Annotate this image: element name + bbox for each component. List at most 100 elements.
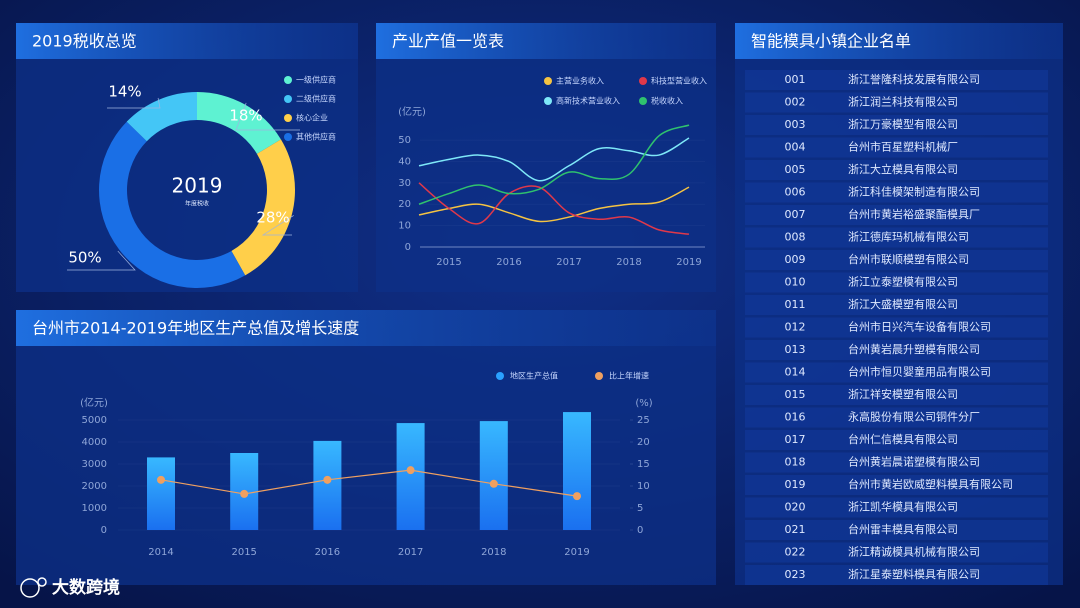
- line-point: [323, 475, 332, 484]
- list-row: [745, 430, 1048, 450]
- x-tick-label: 2017: [398, 547, 423, 558]
- row-id: 003: [785, 118, 806, 131]
- list-row: [745, 407, 1048, 428]
- list-row: [745, 385, 1048, 405]
- y-tick-label: 2000: [82, 481, 107, 492]
- panel: [376, 23, 716, 292]
- row-name: 台州黄岩晨诺塑模有限公司: [848, 455, 980, 469]
- bar: [147, 457, 175, 530]
- bar: [479, 421, 508, 530]
- row-name: 浙江精诚模具机械有限公司: [848, 545, 980, 559]
- panel: [16, 23, 358, 292]
- x-tick-label: 2016: [496, 257, 521, 268]
- row-id: 015: [785, 388, 806, 401]
- row-name: 台州市联顺模塑有限公司: [848, 252, 969, 266]
- list-row: [745, 520, 1048, 540]
- legend-swatch: [284, 133, 292, 141]
- y-tick-label: 50: [398, 135, 411, 146]
- row-id: 007: [785, 208, 806, 221]
- y2-tick-label: 10: [637, 481, 650, 492]
- data-label: 28%: [256, 209, 289, 227]
- row-name: 浙江润兰科技有限公司: [848, 95, 958, 109]
- bar: [396, 423, 425, 530]
- legend-swatch: [639, 77, 647, 85]
- y2-tick-label: 5: [637, 503, 643, 514]
- axis-label: (%): [635, 398, 652, 409]
- title-bar: [376, 23, 716, 59]
- legend-label: 高新技术营业收入: [556, 96, 620, 106]
- logo-icon: [37, 577, 47, 587]
- list-row: [745, 250, 1048, 270]
- legend-label: 二级供应商: [296, 94, 336, 104]
- line-series: [418, 182, 690, 235]
- list-row: [745, 362, 1048, 383]
- data-label: 50%: [68, 249, 101, 267]
- legend-swatch: [544, 77, 552, 85]
- leader-line: [107, 97, 161, 109]
- row-id: 022: [785, 546, 806, 559]
- data-label: 14%: [108, 83, 141, 101]
- y2-tick-label: 25: [637, 415, 650, 426]
- row-name: 浙江大盛模塑有限公司: [848, 297, 958, 311]
- row-id: 001: [785, 73, 806, 86]
- row-name: 浙江凯华模具有限公司: [848, 500, 958, 514]
- line-point: [489, 479, 498, 488]
- row-id: 009: [785, 253, 806, 266]
- line-point: [240, 489, 249, 498]
- list-row: [745, 92, 1048, 113]
- line-series: [418, 186, 690, 223]
- legend-label: 税收收入: [651, 96, 683, 106]
- list-row: [745, 227, 1048, 248]
- legend-swatch: [595, 372, 603, 380]
- line-point: [157, 475, 165, 484]
- x-tick-label: 2017: [556, 257, 581, 268]
- leader-line: [67, 250, 136, 271]
- legend-label: 其他供应商: [296, 132, 336, 142]
- row-name: 浙江万豪模型有限公司: [848, 117, 958, 131]
- row-name: 台州市日兴汽车设备有限公司: [848, 320, 991, 334]
- row-id: 008: [785, 231, 806, 244]
- row-name: 台州黄岩晨升塑模有限公司: [848, 342, 980, 356]
- legend-label: 比上年增速: [609, 371, 649, 381]
- y2-tick-label: 20: [637, 437, 650, 448]
- list-row: [745, 115, 1048, 135]
- row-id: 023: [785, 568, 806, 581]
- line-series: [418, 124, 690, 205]
- list-row: [745, 205, 1048, 225]
- y-tick-label: 5000: [82, 415, 107, 426]
- panel-title: 2019税收总览: [32, 32, 137, 51]
- row-name: 浙江科佳模架制造有限公司: [848, 185, 980, 199]
- legend-swatch: [544, 97, 552, 105]
- bar: [313, 440, 342, 530]
- x-tick-label: 2014: [148, 547, 173, 558]
- row-id: 004: [785, 141, 806, 154]
- line-point: [573, 492, 581, 501]
- donut-segment: [126, 92, 197, 142]
- y2-tick-label: 15: [637, 459, 650, 470]
- legend-swatch: [284, 114, 292, 122]
- row-id: 019: [785, 478, 806, 491]
- panel-title: 产业产值一览表: [392, 32, 504, 51]
- list-row: [745, 497, 1048, 518]
- row-id: 011: [785, 298, 806, 311]
- legend-label: 地区生产总值: [510, 371, 558, 381]
- legend-swatch: [284, 76, 292, 84]
- donut-segment: [231, 139, 295, 276]
- x-tick-label: 2015: [231, 547, 256, 558]
- row-id: 021: [785, 523, 806, 536]
- row-name: 浙江德库玛机械有限公司: [848, 230, 969, 244]
- legend-swatch: [496, 372, 504, 380]
- row-name: 台州雷丰模具有限公司: [848, 522, 958, 536]
- panel-title: 台州市2014-2019年地区生产总值及增长速度: [32, 319, 359, 338]
- legend-label: 一级供应商: [296, 75, 336, 85]
- list-row: [745, 70, 1048, 90]
- legend-label: 核心企业: [296, 113, 328, 123]
- row-name: 浙江立泰塑模有限公司: [848, 275, 958, 289]
- y2-tick-label: 0: [637, 525, 643, 536]
- list-row: [745, 475, 1048, 495]
- row-id: 012: [785, 321, 806, 334]
- leader-line: [261, 215, 294, 236]
- list-row: [745, 295, 1048, 315]
- list-row: [745, 137, 1048, 158]
- row-name: 台州市恒贝婴童用品有限公司: [848, 365, 991, 379]
